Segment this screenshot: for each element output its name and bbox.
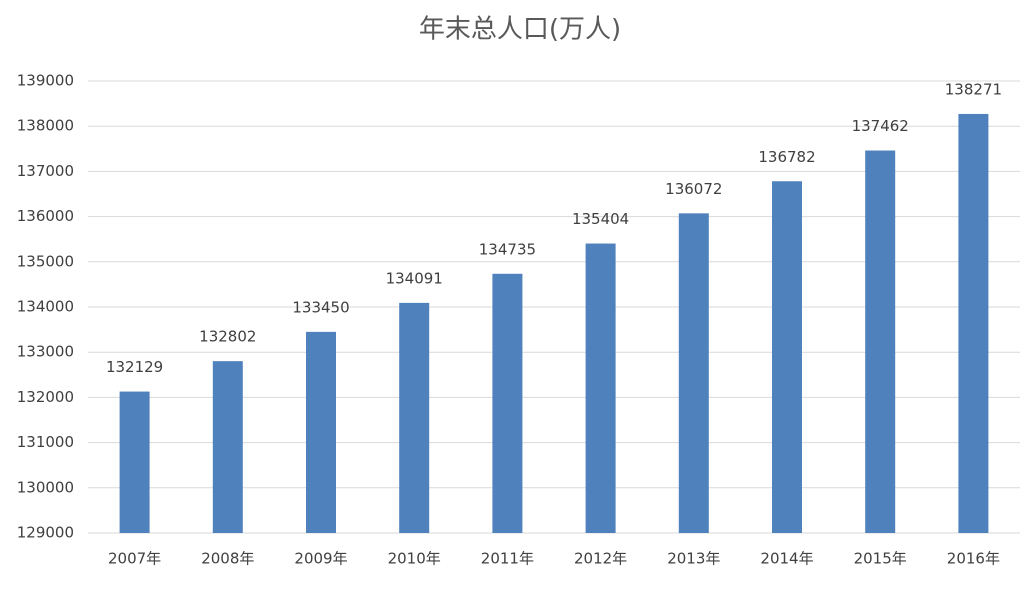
y-tick-label: 134000 [17, 298, 74, 316]
x-tick-label: 2007年 [108, 550, 161, 568]
y-tick-label: 139000 [17, 72, 74, 90]
y-tick-label: 132000 [17, 388, 74, 406]
x-tick-label: 2010年 [388, 550, 441, 568]
data-label: 132129 [106, 358, 163, 376]
y-tick-label: 129000 [17, 524, 74, 542]
bar [678, 213, 709, 534]
bar [212, 361, 243, 533]
bar [585, 243, 616, 534]
y-tick-label: 138000 [17, 117, 74, 135]
bar [865, 150, 896, 534]
bar [492, 273, 523, 533]
y-tick-label: 136000 [17, 207, 74, 225]
bar [958, 113, 989, 533]
bar [119, 391, 150, 533]
data-label: 134091 [386, 269, 443, 287]
y-tick-label: 130000 [17, 478, 74, 496]
chart-title: 年末总人口(万人) [419, 15, 621, 45]
y-tick-label: 133000 [17, 343, 74, 361]
data-label: 132802 [199, 328, 256, 346]
x-tick-label: 2012年 [574, 550, 627, 568]
data-label: 136782 [758, 148, 815, 166]
data-label: 136072 [665, 180, 722, 198]
y-tick-label: 131000 [17, 433, 74, 451]
x-tick-label: 2014年 [760, 550, 813, 568]
data-label: 135404 [572, 210, 629, 228]
x-tick-label: 2009年 [294, 550, 347, 568]
data-label: 137462 [852, 117, 909, 135]
x-tick-label: 2011年 [481, 550, 534, 568]
x-tick-label: 2008年 [201, 550, 254, 568]
x-tick-label: 2016年 [947, 550, 1000, 568]
bar [306, 331, 336, 533]
y-tick-label: 135000 [17, 252, 74, 270]
x-tick-label: 2013年 [667, 550, 720, 568]
y-tick-label: 137000 [17, 162, 74, 180]
data-label: 134735 [479, 240, 536, 258]
bar [399, 302, 430, 533]
bar [772, 181, 802, 533]
data-label: 138271 [945, 80, 1002, 98]
x-tick-label: 2015年 [854, 550, 907, 568]
data-label: 133450 [292, 298, 349, 316]
